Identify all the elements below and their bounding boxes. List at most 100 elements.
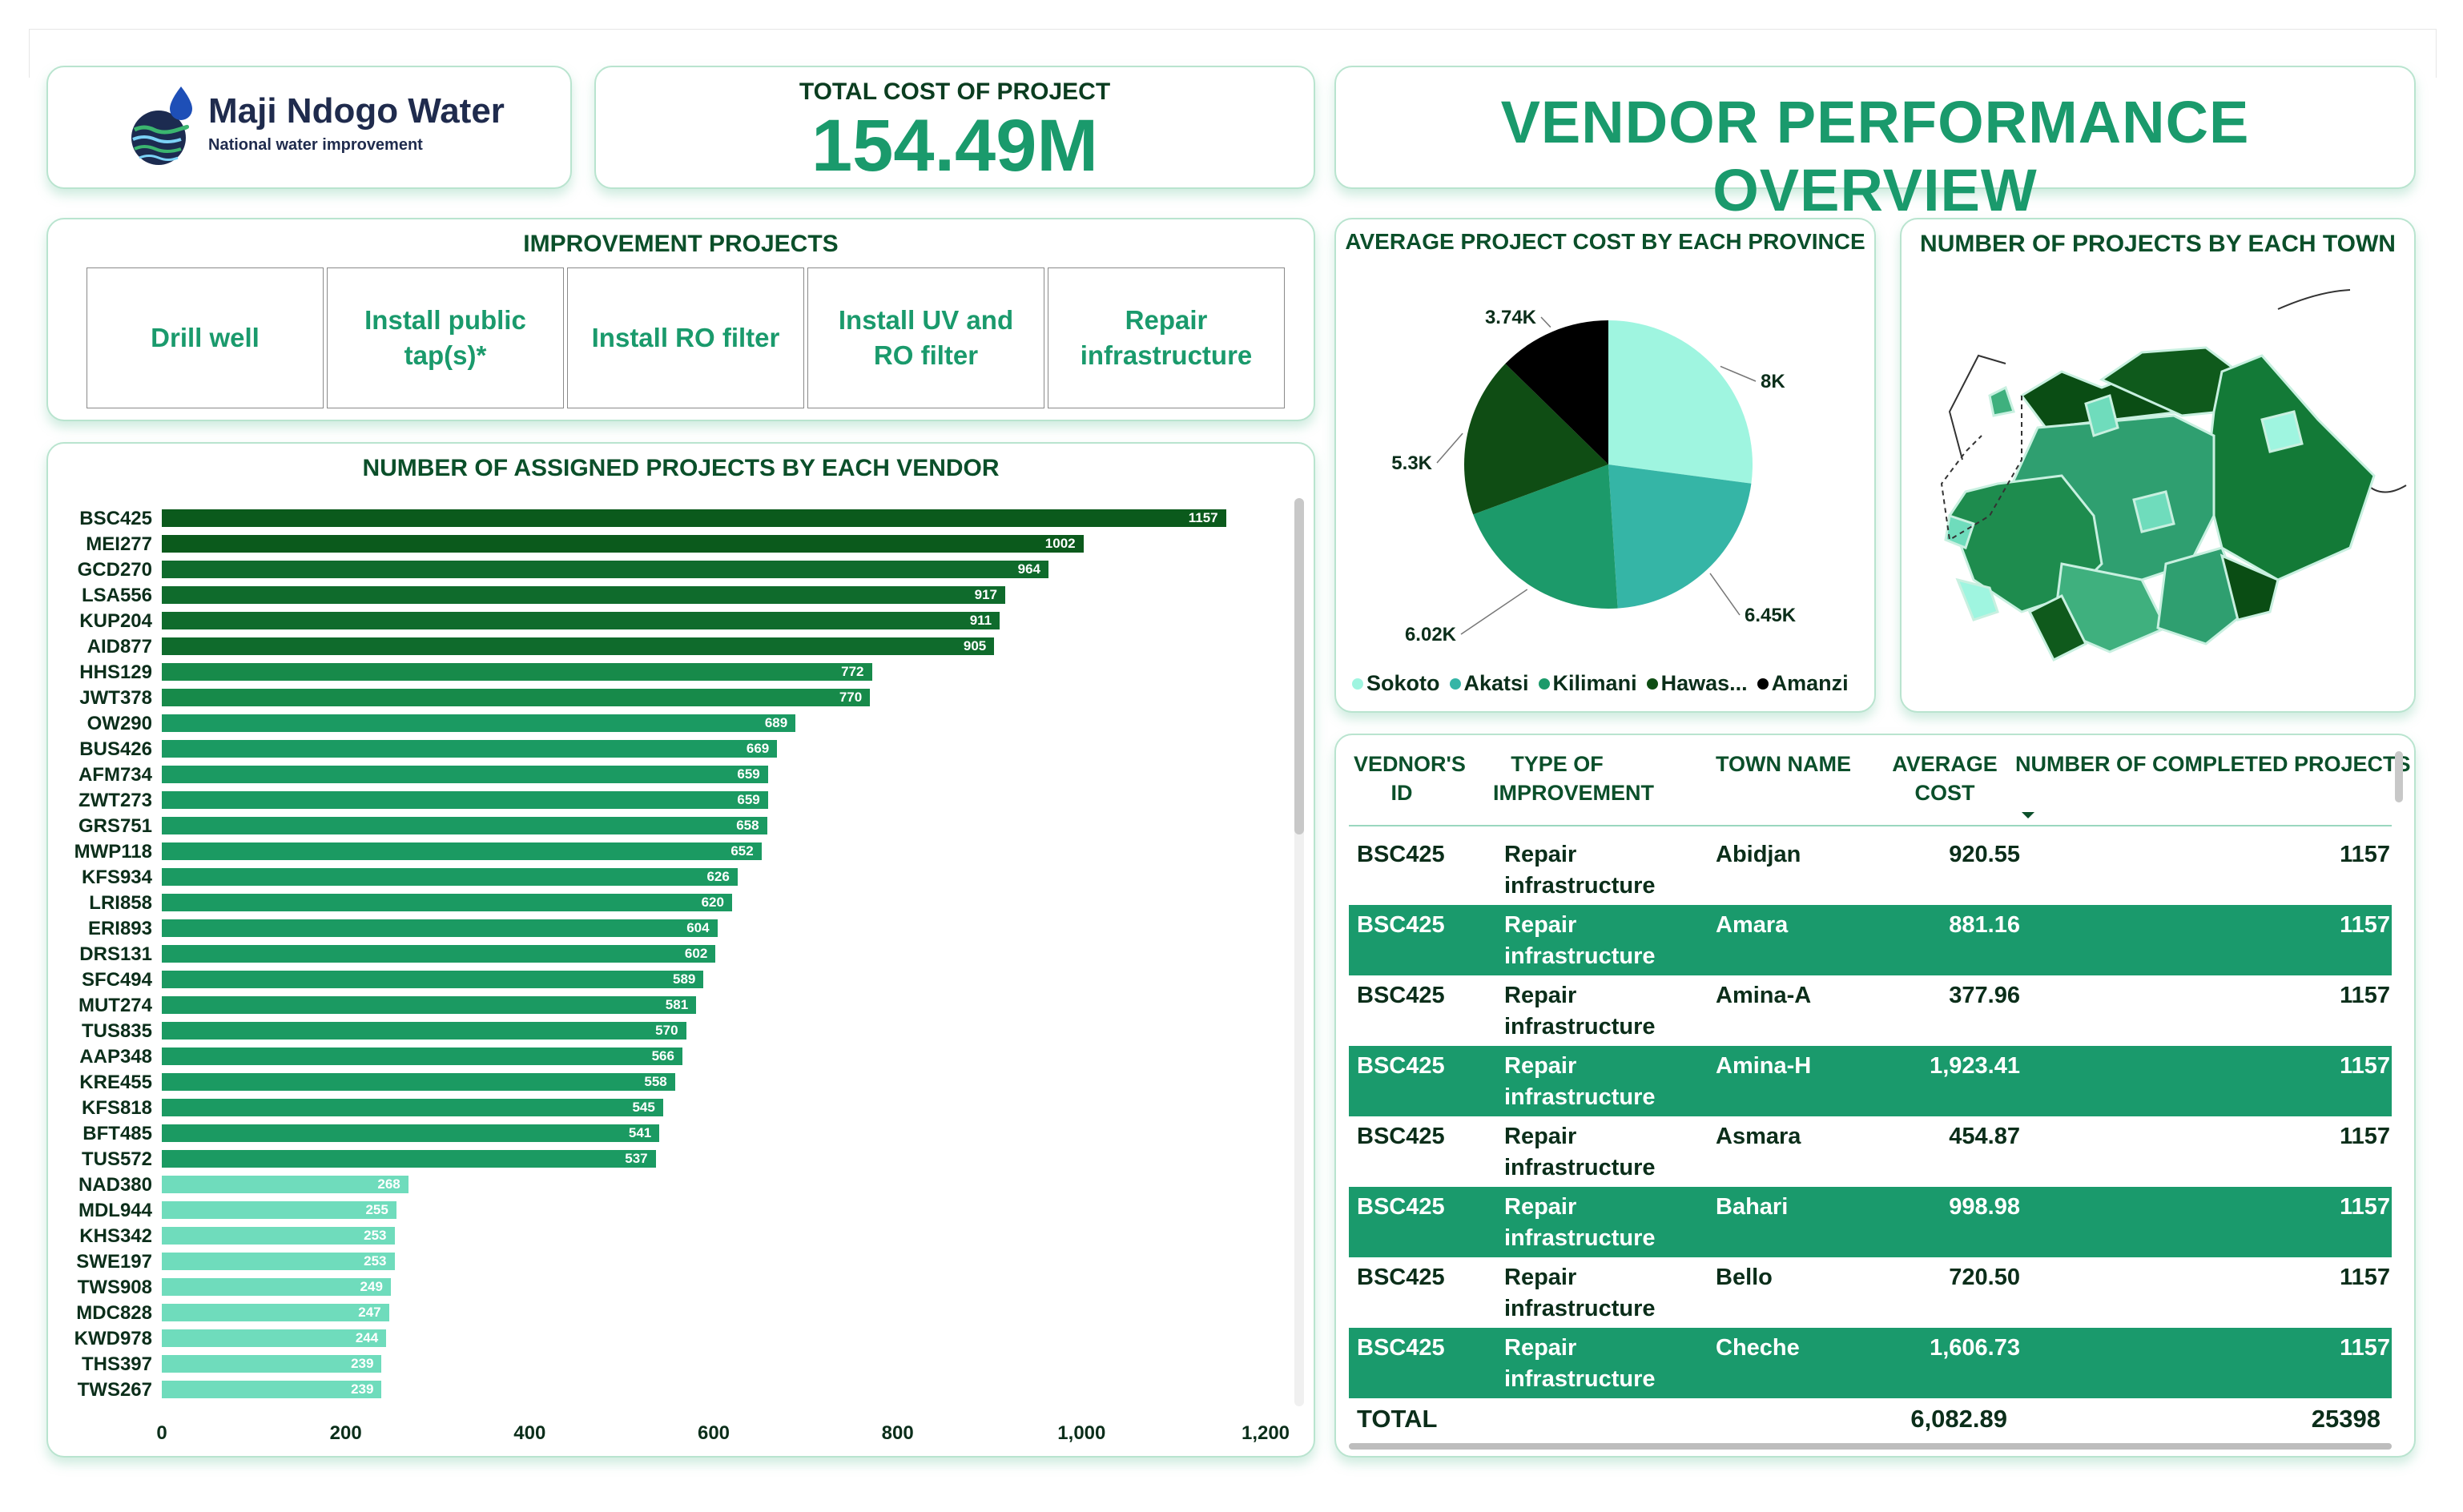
vendor-bar[interactable]: 589 [162,971,704,988]
cell-id: BSC425 [1357,983,1445,1008]
vendor-bar[interactable]: 1157 [162,509,1226,527]
col-header-town[interactable]: TOWN NAME [1716,752,1851,776]
vendor-bar[interactable]: 626 [162,868,738,886]
pie-slice[interactable] [1473,464,1618,609]
bar-value-label: 1157 [1188,510,1218,525]
col-header-avg-cost[interactable]: AVERAGE COST [1892,752,1998,806]
pie-slice[interactable] [1608,464,1752,609]
vendor-table-card: VEDNOR'S ID TYPE OF IMPROVEMENT TOWN NAM… [1334,734,2416,1458]
vendor-bar[interactable]: 253 [162,1227,395,1245]
bar-value-label: 770 [839,690,863,705]
vendor-bar[interactable]: 537 [162,1150,656,1168]
pie-leader-line [1436,432,1463,464]
vendor-bar[interactable]: 917 [162,586,1006,604]
legend-item[interactable]: Sokoto [1352,671,1440,696]
cell-avg: 377.96 [1949,983,2020,1008]
vendor-bar[interactable]: 689 [162,714,796,732]
vendor-bar[interactable]: 239 [162,1355,382,1373]
cell-count: 1157 [2340,983,2390,1008]
vendor-bar[interactable]: 545 [162,1099,663,1116]
pie-leader-line [1720,365,1757,382]
bar-value-label: 669 [746,741,770,756]
slicer-option-install-uv-ro-filter[interactable]: Install UV and RO filter [807,267,1044,408]
vendor-bar[interactable]: 964 [162,561,1048,578]
cell-type: Repair infrastructure [1504,842,1656,899]
vendor-bar[interactable]: 244 [162,1329,387,1347]
bar-value-label: 268 [377,1176,400,1192]
legend-label: Hawas... [1660,671,1748,695]
table-row[interactable]: BSC425 Repair infrastructure Bello 720.50 11… [1349,1257,2392,1328]
vendor-bar[interactable]: 558 [162,1073,675,1091]
vendor-bar[interactable]: 581 [162,996,697,1014]
cell-avg: 720.50 [1949,1265,2020,1290]
cell-avg: 881.16 [1949,912,2020,938]
vendor-bar[interactable]: 620 [162,894,732,911]
vendor-label: TUS572 [81,1148,152,1170]
bar-chart-scroll-thumb[interactable] [1294,498,1304,834]
vendor-bar[interactable]: 772 [162,663,872,681]
vendor-bar[interactable]: 659 [162,766,768,783]
slicer-option-install-public-tap[interactable]: Install public tap(s)* [327,267,564,408]
slicer-option-drill-well[interactable]: Drill well [87,267,324,408]
col-header-vendor-id[interactable]: VEDNOR'S ID [1354,752,1466,806]
town-choropleth-map[interactable] [1902,275,2414,692]
report-canvas-frame [29,29,2437,78]
pie-leader-line [1709,573,1741,616]
table-row[interactable]: BSC425 Repair infrastructure Cheche 1,606.7… [1349,1328,2392,1398]
vendor-bar[interactable]: 669 [162,740,778,758]
slicer-option-install-ro-filter[interactable]: Install RO filter [567,267,804,408]
pie-slice[interactable] [1464,364,1608,515]
table-row[interactable]: BSC425 Repair infrastructure Bahari 998.98 1… [1349,1187,2392,1257]
table-row[interactable]: BSC425 Repair infrastructure Abidjan 920.55… [1349,834,2392,905]
vendor-bar[interactable]: 604 [162,919,718,937]
slicer-option-repair-infrastructure[interactable]: Repair infrastructure [1048,267,1285,408]
col-header-completed[interactable]: NUMBER OF COMPLETED PROJECTS [2015,752,2411,776]
pie-value-label: 5.3K [1391,452,1432,474]
vendor-bar[interactable]: 541 [162,1124,660,1142]
vendor-bar[interactable]: 659 [162,791,768,809]
vendor-bar[interactable]: 770 [162,689,871,706]
legend-item[interactable]: Akatsi [1449,671,1529,696]
vendor-label: SWE197 [76,1251,152,1273]
pie-value-label: 8K [1761,371,1785,392]
table-h-scrollbar[interactable] [1349,1443,2392,1450]
vendor-bar[interactable]: 268 [162,1176,408,1193]
cell-avg: 1,923.41 [1930,1053,2020,1079]
pie-slice[interactable] [1608,320,1753,484]
legend-dot-icon [1757,678,1769,690]
cell-count: 1157 [2340,1124,2390,1149]
bar-value-label: 589 [672,971,696,987]
col-header-type[interactable]: TYPE OF IMPROVEMENT [1493,752,1655,806]
vendor-bar[interactable]: 253 [162,1253,395,1270]
table-v-scrollbar[interactable] [2395,751,2403,802]
vendor-label: TWS908 [77,1277,152,1298]
vendor-bar[interactable]: 566 [162,1048,682,1065]
pie-leader-line [1460,589,1528,635]
legend-item[interactable]: Hawas... [1646,671,1748,696]
vendor-bar[interactable]: 905 [162,637,995,655]
vendor-bar[interactable]: 249 [162,1278,391,1296]
vendor-bar[interactable]: 247 [162,1304,389,1321]
vendor-bar[interactable]: 239 [162,1381,382,1398]
bar-chart-scrollbar[interactable] [1294,498,1304,1406]
vendor-bar[interactable]: 652 [162,842,762,860]
table-row[interactable]: BSC425 Repair infrastructure Amara 881.16 11… [1349,905,2392,975]
vendor-label: GCD270 [77,559,152,581]
table-row[interactable]: BSC425 Repair infrastructure Asmara 454.87 1… [1349,1116,2392,1187]
cell-type: Repair infrastructure [1504,912,1656,970]
pie-slice[interactable] [1505,320,1608,464]
legend-dot-icon [1449,678,1461,690]
legend-item[interactable]: Kilimani [1538,671,1637,696]
vendor-bar[interactable]: 255 [162,1201,396,1219]
legend-item[interactable]: Amanzi [1757,671,1849,696]
table-row[interactable]: BSC425 Repair infrastructure Amina-H 1,923.… [1349,1046,2392,1116]
vendor-bar[interactable]: 570 [162,1022,686,1040]
vendor-bar[interactable]: 1002 [162,535,1084,553]
table-row[interactable]: BSC425 Repair infrastructure Amina-A 377.96… [1349,975,2392,1046]
vendor-label: BFT485 [83,1123,152,1144]
vendor-bar[interactable]: 658 [162,817,767,834]
vendor-bar[interactable]: 911 [162,612,1000,629]
bar-value-label: 652 [730,843,754,859]
bar-value-label: 545 [632,1100,655,1115]
vendor-bar[interactable]: 602 [162,945,716,963]
